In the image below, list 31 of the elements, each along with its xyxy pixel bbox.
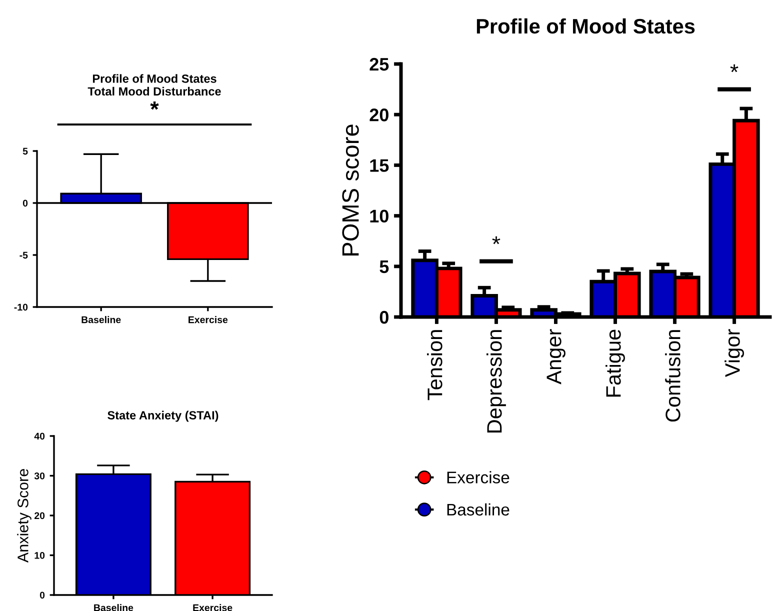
y-tick-label: 10 [34,552,45,559]
y-tick-label: 5 [380,260,389,274]
y-tick-label: 25 [370,58,389,71]
y-axis-title: Anxiety Score [17,469,32,563]
y-tick-label: 20 [370,108,388,122]
annotation: * [730,64,738,72]
y-tick-label: 5 [22,148,28,155]
x-tick-label: Depression [486,330,506,432]
x-tick-label: Anger [546,329,566,384]
x-tick-label: Vigor [724,329,744,377]
chart-title: State Anxiety (STAI) [108,410,218,422]
x-tick-label: Fatigue [606,330,625,397]
y-tick-label: 0 [380,310,388,324]
y-axis-title: POMS score [342,124,359,256]
text: * [150,101,159,110]
y-tick-label: 10 [370,210,388,223]
legend-label: Exercise [447,471,510,484]
legend-label: Baseline [447,503,510,516]
chart-title: Profile of Mood States [476,18,695,34]
y-tick-label: 0 [22,200,28,207]
annotation: * [492,236,500,244]
y-tick-label: -10 [14,304,28,311]
y-tick-label: -5 [20,252,28,259]
chart-title: Profile of Mood States Total Mood Disturbance [88,74,221,96]
y-tick-label: 15 [370,159,389,172]
x-tick-label: Tension [427,330,442,400]
y-tick-label: 40 [34,432,45,440]
y-tick-label: 30 [34,472,45,480]
y-tick-label: 0 [40,592,45,599]
y-tick-label: 20 [34,512,45,520]
x-tick-label: Confusion [665,330,680,422]
